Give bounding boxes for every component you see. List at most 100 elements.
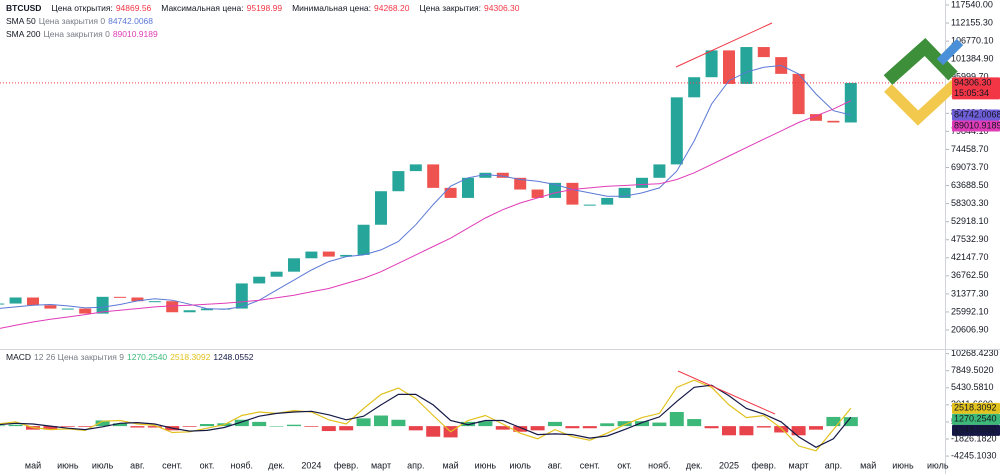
candle [148,301,161,303]
candle [96,296,109,314]
x-tick-label: май [860,460,876,470]
y-tick-label: 117540.00 [951,0,993,9]
candle [270,271,283,277]
candle [757,47,770,58]
candle [636,177,648,188]
y-tick-label: 112155.30 [951,17,993,27]
histogram-bar [826,416,841,427]
candle [114,296,126,298]
macd-line [0,384,852,448]
histogram-bar [426,426,441,437]
ohlc-value: 94306.30 [484,3,520,13]
candle [462,177,474,198]
histogram-bar [565,426,580,429]
candle [183,310,196,313]
histogram-bar [234,419,249,427]
candle [305,251,318,259]
symbol: BTCUSD [6,3,41,13]
x-tick-label: нояб. [231,460,254,470]
macd-legend: MACD 12 26 Цена закрытия 9 1270.2540 2518.3… [6,352,254,362]
histogram-bar [43,426,58,430]
y-tick-label: 25992.10 [951,306,989,316]
candle [496,172,509,178]
ohlc-label: Минимальная цена: [292,3,371,13]
y-tick-label: 31377.30 [951,288,989,298]
x-tick-label: сент. [580,460,600,470]
legend-name: SMA 50 [6,16,36,26]
candle [566,182,579,205]
histogram-bar [95,420,110,427]
sma-line [0,64,851,310]
histogram-bar [374,415,388,427]
histogram-bar [548,421,562,427]
axis-label-bg [952,402,1000,414]
header: BTCUSD Цена открытия: 94869.56 Максимальная… [6,3,520,13]
histogram-bar [530,426,545,431]
candle [601,197,614,205]
last-price-label: 94306.30 [954,77,992,87]
candle [688,77,701,98]
labels: BTCUSD Цена открытия: 94869.56 Максимальная… [6,3,1000,470]
x-tick-label: окт. [200,460,215,470]
ohlc-label: Максимальная цена: [161,3,243,13]
candle [514,177,527,190]
trend-line [675,22,773,68]
x-tick-label: дек. [268,460,285,470]
candle [27,297,39,306]
histogram-bar [513,426,528,432]
histogram-bar [356,418,371,427]
legend-value: 1248.0552 [213,352,253,362]
histogram-bar [756,426,771,428]
candle [479,172,492,178]
histogram-bar [582,426,597,429]
histogram-bar [113,423,127,427]
histogram-bar [478,421,493,427]
legend-name: MACD [6,352,31,362]
histogram-bar [182,426,197,427]
candle [392,171,405,192]
y-tick-label: 63688.50 [951,180,989,190]
x-tick-label: июнь [57,460,79,470]
legend-params: Цена закрытия 0 [39,16,106,26]
y-tick-label: 74458.70 [951,144,989,154]
candle [166,301,179,313]
axis-label-bg [952,77,1000,100]
candle [61,308,74,310]
candle [322,251,335,257]
histogram-bar [495,426,510,430]
ohlc-value: 94869.56 [116,3,152,13]
x-tick-label: июль [509,460,531,470]
histogram-bar [739,426,754,436]
histogram-bar [617,421,632,427]
histogram-bar [304,426,319,427]
candle [723,50,735,84]
histogram-bar [809,426,823,430]
legend-value: 1270.2540 [127,352,167,362]
x-tick-label: 2024 [301,460,321,470]
candle [79,308,92,314]
histogram-bar [791,426,806,436]
histogram-bar [669,412,684,427]
histogram-bar [774,426,789,433]
axis-label-bg [952,424,1000,436]
histogram-bar [200,424,214,427]
sma-label: 89010.9189 [954,120,1000,130]
legend-value: 2518.3092 [170,352,210,362]
histogram-label: 1270.2540 [954,414,997,424]
y-tick-label: 7849.5020 [951,365,994,375]
y-tick-label: 106770.10 [951,35,994,45]
macd-label: 1248.0552 [954,425,997,435]
candle [792,73,805,115]
y-tick-label: 42147.70 [951,252,989,262]
y-tick-label: 20606.90 [951,324,989,334]
y-tick-label: 95999.70 [951,72,989,82]
histogram-bar [287,424,301,427]
histogram-bar [635,421,649,427]
y-tick-label: 10268.4230 [951,348,999,358]
histogram-bar [0,425,6,427]
candle [427,164,440,188]
candle [740,47,753,84]
histogram-bar [461,421,475,427]
